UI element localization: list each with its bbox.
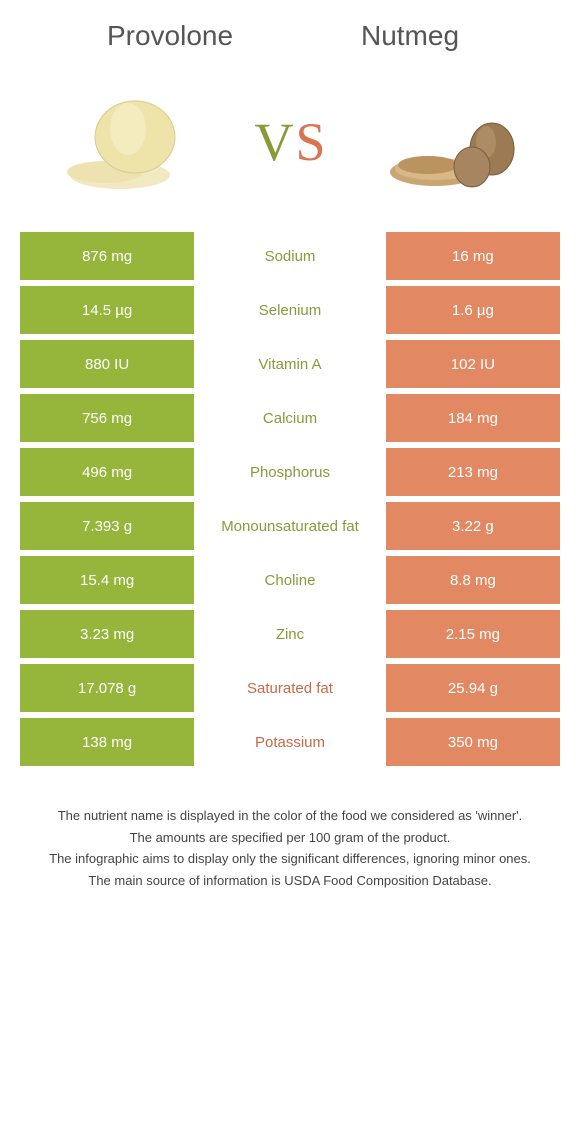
vs-label: V S (254, 111, 325, 173)
left-value-cell: 880 IU (20, 340, 194, 388)
table-row: 138 mgPotassium350 mg (20, 718, 560, 766)
table-row: 15.4 mgCholine8.8 mg (20, 556, 560, 604)
right-value-cell: 3.22 g (386, 502, 560, 550)
left-value-cell: 15.4 mg (20, 556, 194, 604)
table-row: 17.078 gSaturated fat25.94 g (20, 664, 560, 712)
right-value-cell: 102 IU (386, 340, 560, 388)
nutrient-label-cell: Zinc (194, 610, 386, 658)
left-value-cell: 17.078 g (20, 664, 194, 712)
left-value-cell: 3.23 mg (20, 610, 194, 658)
table-row: 14.5 µgSelenium1.6 µg (20, 286, 560, 334)
table-row: 876 mgSodium16 mg (20, 232, 560, 280)
left-value-cell: 876 mg (20, 232, 194, 280)
left-value-cell: 496 mg (20, 448, 194, 496)
right-value-cell: 184 mg (386, 394, 560, 442)
left-value-cell: 138 mg (20, 718, 194, 766)
left-value-cell: 7.393 g (20, 502, 194, 550)
nutrient-label-cell: Saturated fat (194, 664, 386, 712)
nutmeg-image (380, 82, 530, 202)
right-value-cell: 1.6 µg (386, 286, 560, 334)
right-value-cell: 25.94 g (386, 664, 560, 712)
footer-text: The nutrient name is displayed in the co… (20, 806, 560, 890)
right-value-cell: 213 mg (386, 448, 560, 496)
right-value-cell: 16 mg (386, 232, 560, 280)
table-row: 7.393 gMonounsaturated fat3.22 g (20, 502, 560, 550)
nutrient-label-cell: Monounsaturated fat (194, 502, 386, 550)
nutrient-label-cell: Calcium (194, 394, 386, 442)
footer-line: The infographic aims to display only the… (30, 849, 550, 869)
left-value-cell: 14.5 µg (20, 286, 194, 334)
images-row: V S (20, 72, 560, 232)
right-value-cell: 2.15 mg (386, 610, 560, 658)
header: Provolone Nutmeg (20, 20, 560, 72)
right-value-cell: 350 mg (386, 718, 560, 766)
table-row: 756 mgCalcium184 mg (20, 394, 560, 442)
left-value-cell: 756 mg (20, 394, 194, 442)
right-food-title: Nutmeg (290, 20, 530, 52)
right-value-cell: 8.8 mg (386, 556, 560, 604)
nutrient-label-cell: Potassium (194, 718, 386, 766)
provolone-image (50, 82, 200, 202)
vs-s-letter: S (295, 111, 325, 173)
table-row: 880 IUVitamin A102 IU (20, 340, 560, 388)
vs-v-letter: V (254, 111, 293, 173)
nutrient-label-cell: Selenium (194, 286, 386, 334)
nutrient-label-cell: Sodium (194, 232, 386, 280)
table-row: 3.23 mgZinc2.15 mg (20, 610, 560, 658)
nutrient-label-cell: Choline (194, 556, 386, 604)
table-row: 496 mgPhosphorus213 mg (20, 448, 560, 496)
footer-line: The main source of information is USDA F… (30, 871, 550, 891)
nutrient-table: 876 mgSodium16 mg 14.5 µgSelenium1.6 µg 88… (20, 232, 560, 766)
left-food-title: Provolone (50, 20, 290, 52)
nutrient-label-cell: Phosphorus (194, 448, 386, 496)
footer-line: The amounts are specified per 100 gram o… (30, 828, 550, 848)
nutrient-label-cell: Vitamin A (194, 340, 386, 388)
footer-line: The nutrient name is displayed in the co… (30, 806, 550, 826)
